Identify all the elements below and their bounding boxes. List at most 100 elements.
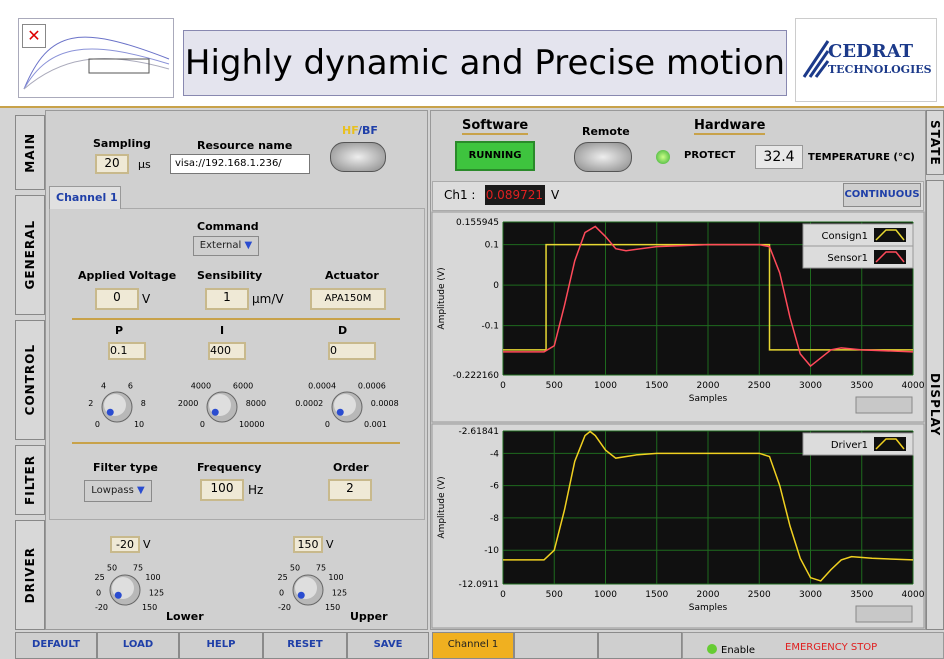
x-tick-label: 1000 (594, 590, 617, 600)
graph-tools (855, 396, 913, 414)
knob-scale-label: 0.001 (364, 420, 387, 429)
mode-button[interactable]: CONTINUOUS (843, 183, 921, 207)
tab-filter[interactable]: FILTER (15, 445, 45, 515)
knob-scale-label: 0 (200, 420, 205, 429)
data-line (503, 225, 914, 368)
knob-scale-label: 0.0004 (308, 382, 336, 391)
unit: µs (138, 158, 151, 171)
protect-led (656, 150, 670, 164)
knob-scale-label: 2000 (178, 399, 198, 408)
knob-scale-label: 4000 (191, 382, 211, 391)
y-tick-label: -12.0911 (459, 580, 499, 590)
blank-button[interactable] (598, 632, 682, 659)
legend-label: Driver1 (831, 440, 868, 451)
lower-input[interactable]: -20 (110, 536, 140, 553)
knob-scale-label: 6 (128, 382, 133, 391)
resource-select[interactable]: visa://192.168.1.236/ (170, 154, 310, 174)
y-tick-label: -0.1 (481, 322, 499, 332)
label: Actuator (325, 269, 379, 282)
filter-value: Lowpass (91, 485, 134, 496)
help-button[interactable]: HELP (179, 632, 263, 659)
label: Hardware (694, 118, 766, 135)
y-axis-label: Amplitude (V) (437, 476, 447, 538)
knob-scale-label: 0 (279, 589, 284, 598)
label: Remote (582, 125, 630, 138)
y-axis-label: Amplitude (V) (437, 267, 447, 329)
channel-panel (49, 208, 425, 520)
knob-scale-label: -20 (95, 603, 108, 612)
y-tick-label: 0.1 (485, 241, 499, 251)
x-tick-label: 4000 (902, 381, 925, 391)
knob-scale-label: 25 (277, 573, 287, 582)
logo-name: CEDRAT (828, 41, 913, 62)
company-logo: CEDRAT TECHNOLOGIES (795, 18, 937, 102)
y-tick-label: -4 (490, 449, 499, 459)
y-tick-label: -2.61841 (459, 427, 499, 437)
command-select[interactable]: External ▼ (193, 236, 259, 256)
p-input[interactable]: 0.1 (108, 342, 146, 360)
knob-scale-label: 100 (145, 573, 160, 582)
order-input[interactable]: 2 (328, 479, 372, 501)
data-line (503, 430, 914, 582)
hf-label: HF (342, 124, 359, 137)
knob-scale-label: 2 (88, 399, 93, 408)
sensibility-input[interactable]: 1 (205, 288, 249, 310)
hf-bf-toggle[interactable] (330, 142, 386, 172)
knob-scale-label: 4 (101, 382, 106, 391)
remote-toggle[interactable] (574, 142, 632, 172)
knob-scale-label: 150 (325, 603, 340, 612)
knob-scale-label: 0.0002 (295, 399, 323, 408)
label: D (338, 324, 348, 337)
filter-select[interactable]: Lowpass ▼ (84, 480, 152, 502)
enable-led (707, 644, 717, 654)
i-input[interactable]: 400 (208, 342, 246, 360)
default-button[interactable]: DEFAULT (15, 632, 97, 659)
tab-driver[interactable]: DRIVER (15, 520, 45, 630)
temperature-label: TEMPERATURE (°C) (808, 152, 915, 163)
x-tick-label: 1500 (645, 590, 668, 600)
label: I (220, 324, 225, 337)
x-axis-label: Samples (689, 394, 728, 404)
tab-main[interactable]: MAIN (15, 115, 45, 190)
legend-label: Consign1 (822, 231, 868, 242)
tab-control[interactable]: CONTROL (15, 320, 45, 440)
x-tick-label: 0 (500, 590, 506, 600)
sampling-input[interactable]: 20 (95, 154, 129, 174)
y-tick-label: -6 (490, 482, 499, 492)
knob-scale-label: 8 (141, 399, 146, 408)
close-icon[interactable]: ✕ (22, 24, 46, 48)
emergency-stop[interactable]: EMERGENCY STOP (785, 642, 878, 653)
knob-scale-label: 0.0008 (371, 399, 399, 408)
graph-tools (855, 605, 913, 623)
channel-tab[interactable]: Channel 1 (49, 186, 121, 209)
label: Sensibility (197, 269, 263, 282)
resource-value: visa://192.168.1.236/ (175, 158, 282, 169)
knob-scale-label: 10 (134, 420, 144, 429)
d-input[interactable]: 0 (328, 342, 376, 360)
knob-pointer (114, 591, 122, 599)
legend-line (875, 229, 905, 241)
running-indicator[interactable]: RUNNING (455, 141, 535, 171)
knob-pointer (336, 408, 344, 416)
legend-line (875, 438, 905, 450)
unit: V (551, 188, 560, 202)
load-button[interactable]: LOAD (97, 632, 179, 659)
y-tick-label: 0.155945 (456, 218, 499, 228)
x-tick-label: 500 (546, 381, 563, 391)
x-tick-label: 3000 (799, 590, 822, 600)
tab-label: STATE (928, 119, 942, 166)
knob-scale-label: 75 (316, 563, 326, 572)
frequency-input[interactable]: 100 (200, 479, 244, 501)
tab-general[interactable]: GENERAL (15, 195, 45, 315)
blank-button[interactable] (514, 632, 598, 659)
upper-input[interactable]: 150 (293, 536, 323, 553)
label: Software (462, 118, 529, 135)
x-tick-label: 500 (546, 590, 563, 600)
x-tick-label: 2500 (748, 590, 771, 600)
ch-value: 0.089721 (485, 185, 545, 205)
label: Filter type (93, 461, 158, 474)
label: Lower (166, 610, 204, 623)
separator (72, 318, 400, 320)
label: Upper (350, 610, 388, 623)
